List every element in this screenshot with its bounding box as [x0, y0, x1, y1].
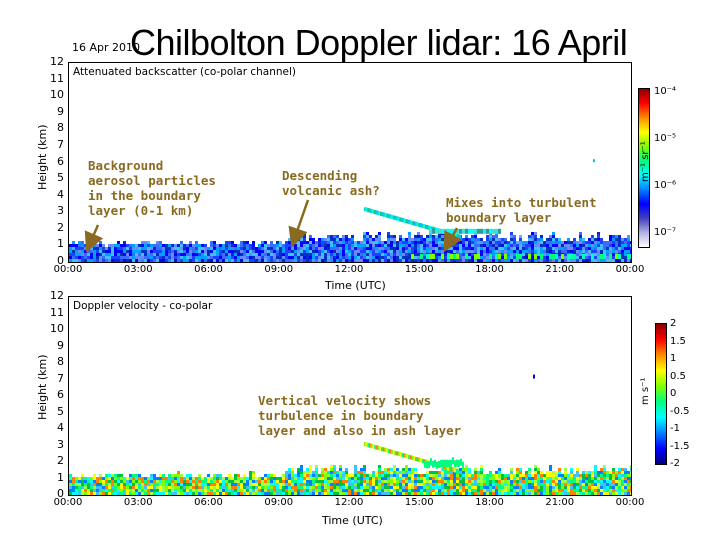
cb2-tick: 1 [670, 353, 677, 364]
cb2-tick: -0.5 [670, 405, 690, 417]
y-tick-label: 9 [57, 104, 64, 118]
x-tick-label: 15:00 [404, 497, 434, 508]
annotation-descending-ash: Descending volcanic ash? [282, 168, 380, 198]
y-tick-label: 7 [57, 137, 64, 151]
cb2-tick: 2 [670, 318, 677, 329]
y-tick-label: 7 [57, 371, 64, 385]
y-tick-label: 5 [57, 171, 64, 185]
cb2-tick: 0 [670, 388, 677, 399]
x-tick-label: 12:00 [334, 264, 364, 275]
cb1-tick: 10⁻⁷ [654, 227, 677, 238]
x-tick-label: 00:00 [53, 497, 83, 508]
y-tick-label: 0 [57, 254, 64, 267]
y-tick-label: 6 [57, 154, 64, 168]
velocity-xlabel: Time (UTC) [322, 514, 383, 527]
page-title: Chilbolton Doppler lidar: 16 April [130, 22, 628, 63]
y-tick-label: 11 [50, 71, 64, 85]
velocity-colorbar [655, 323, 667, 465]
annotation-background-aerosol: Background aerosol particles in the boun… [88, 158, 216, 218]
x-tick-label: 03:00 [123, 264, 153, 275]
x-tick-label: 21:00 [545, 497, 575, 508]
cb2-tick: -1.5 [670, 440, 690, 452]
y-tick-label: 1 [57, 470, 64, 484]
y-tick-label: 4 [57, 187, 64, 201]
y-tick-label: 8 [57, 355, 64, 368]
annotation-mixes-boundary: Mixes into turbulent boundary layer [446, 195, 597, 225]
x-tick-label: 00:00 [615, 264, 645, 275]
y-tick-label: 1 [57, 237, 64, 251]
x-tick-label: 03:00 [123, 497, 153, 508]
x-tick-label: 21:00 [545, 264, 575, 275]
cb2-tick: -2 [670, 458, 680, 469]
y-tick-label: 12 [50, 55, 64, 68]
cb1-tick: 10⁻⁵ [654, 133, 677, 144]
y-tick-label: 10 [50, 322, 64, 335]
cb2-tick: 0.5 [670, 370, 686, 382]
backscatter-xlabel: Time (UTC) [325, 279, 386, 292]
velocity-plot: Doppler velocity - co-polar [68, 296, 632, 496]
y-tick-label: 5 [57, 404, 64, 418]
y-tick-label: 4 [57, 421, 64, 434]
x-tick-label: 15:00 [404, 264, 434, 275]
y-tick-label: 12 [50, 289, 64, 302]
cb1-label: m⁻¹ sr⁻¹ [640, 141, 651, 182]
velocity-title: Doppler velocity - co-polar [73, 300, 213, 312]
x-tick-label: 18:00 [475, 497, 504, 508]
backscatter-colorbar [638, 88, 650, 248]
backscatter-plot: Attenuated backscatter (co-polar channel… [68, 62, 632, 263]
x-tick-label: 09:00 [264, 264, 294, 275]
annotation-vertical-velocity: Vertical velocity shows turbulence in bo… [258, 393, 462, 438]
y-tick-label: 11 [50, 305, 64, 319]
y-tick-label: 8 [57, 121, 64, 135]
x-tick-label: 00:00 [615, 497, 645, 508]
cb2-tick: -1 [670, 423, 680, 434]
x-tick-label: 18:00 [475, 264, 504, 275]
y-tick-label: 9 [57, 338, 64, 352]
y-tick-label: 10 [50, 88, 64, 102]
x-tick-label: 06:00 [194, 264, 223, 275]
velocity-heatmap [69, 374, 631, 495]
backscatter-title: Attenuated backscatter (co-polar channel… [73, 66, 297, 78]
x-tick-label: 00:00 [53, 264, 83, 275]
y-tick-label: 6 [57, 388, 64, 401]
cb1-tick: 10⁻⁴ [654, 86, 677, 97]
y-tick-label: 0 [57, 487, 64, 500]
cb1-tick: 10⁻⁶ [654, 180, 677, 191]
cb2-label: m s⁻¹ [640, 377, 651, 405]
y-tick-label: 2 [57, 454, 64, 467]
y-tick-label: 2 [57, 220, 64, 234]
y-tick-label: 3 [57, 204, 64, 218]
x-tick-label: 09:00 [264, 497, 294, 508]
date-tag: 16 Apr 2010 [72, 41, 141, 54]
x-tick-label: 06:00 [194, 497, 223, 508]
y-tick-label: 3 [57, 437, 64, 451]
cb2-tick: 1.5 [670, 335, 686, 347]
x-tick-label: 12:00 [334, 497, 364, 508]
